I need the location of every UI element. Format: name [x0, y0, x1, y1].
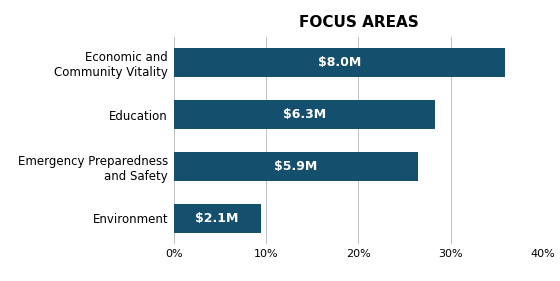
Text: $8.0M: $8.0M: [318, 56, 361, 69]
Bar: [174, 100, 435, 129]
Text: $6.3M: $6.3M: [283, 108, 326, 121]
Title: FOCUS AREAS: FOCUS AREAS: [298, 15, 418, 30]
Text: $2.1M: $2.1M: [195, 212, 239, 225]
Text: $5.9M: $5.9M: [274, 160, 318, 173]
Bar: [174, 152, 418, 181]
Bar: [174, 48, 505, 77]
Bar: [174, 204, 260, 233]
